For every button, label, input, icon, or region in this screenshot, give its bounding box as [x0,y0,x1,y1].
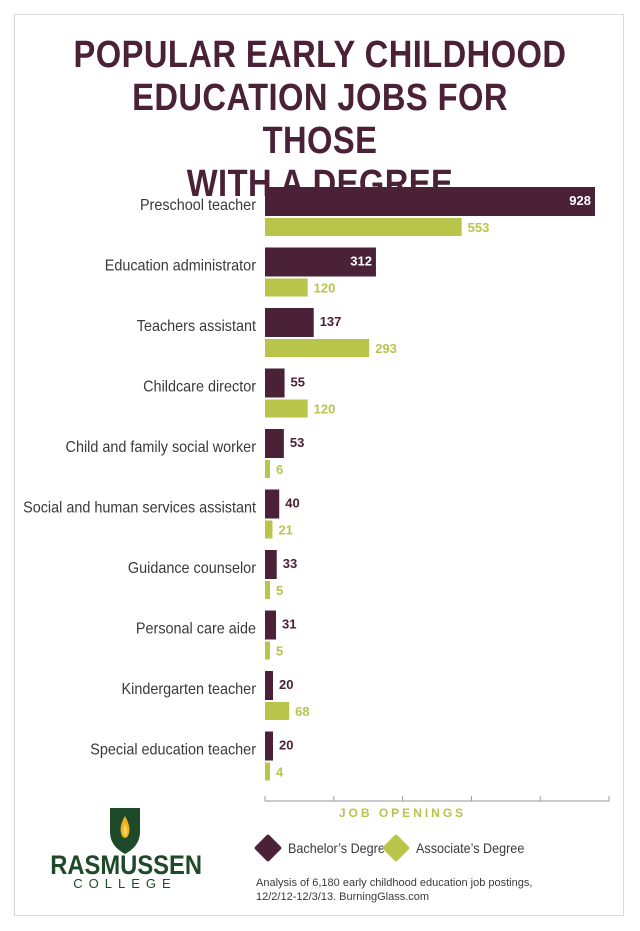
value-label-associate: 4 [276,765,284,780]
bar-associate [265,460,270,478]
value-label-associate: 120 [314,402,336,417]
value-label-associate: 5 [276,583,283,598]
value-label-bachelor: 20 [279,738,293,753]
value-label-bachelor: 137 [320,314,342,329]
bar-associate [265,641,270,660]
legend-bachelor-label: Bachelor’s Degree [288,840,392,856]
value-label-bachelor: 55 [291,375,305,390]
category-label: Education administrator [105,257,256,275]
logo-name: RASMUSSEN [50,850,203,880]
bar-associate [265,520,273,539]
bar-associate [265,399,308,418]
value-label-bachelor: 33 [283,556,297,571]
category-label: Kindergarten teacher [122,680,256,698]
bar-bachelor [265,429,284,458]
infographic-frame [14,14,624,916]
category-label: Teachers assistant [137,317,257,335]
category-label: Childcare director [143,378,256,396]
bar-bachelor [265,308,314,337]
value-label-bachelor: 928 [569,193,591,208]
value-label-bachelor: 20 [279,677,293,692]
bar-associate [265,581,270,599]
bar-bachelor [265,247,376,277]
value-label-associate: 21 [278,523,292,538]
legend-associate-swatch [381,833,411,863]
legend-associate-label: Associate’s Degree [416,840,525,856]
category-label: Preschool teacher [140,196,256,214]
source-note: Analysis of 6,180 early childhood educat… [256,877,533,903]
value-label-bachelor: 53 [290,435,304,450]
value-label-bachelor: 312 [350,254,372,269]
value-label-associate: 5 [276,644,283,659]
bar-bachelor [265,671,273,700]
bar-associate [265,762,270,781]
bar-associate [265,702,290,720]
x-axis-title: JOB OPENINGS [338,806,467,820]
bar-associate [265,339,370,357]
bar-bachelor [265,368,285,398]
category-label: Child and family social worker [66,438,256,456]
bar-bachelor [265,550,277,579]
category-label: Social and human services assistant [23,499,257,517]
legend-associate: Associate’s Degree [381,833,536,863]
chart-title: POPULAR EARLY CHILDHOOD EDUCATION JOBS F… [73,34,567,205]
value-label-associate: 6 [276,462,283,477]
bar-bachelor [265,187,595,216]
category-label: Personal care aide [136,620,256,638]
bar-associate [265,218,462,236]
bar-bachelor [265,489,280,519]
value-label-bachelor: 31 [282,617,296,632]
category-label: Special education teacher [90,741,256,759]
bar-bachelor [265,610,277,640]
value-label-bachelor: 40 [285,496,299,511]
value-label-associate: 553 [468,220,490,235]
value-label-associate: 68 [295,704,309,719]
legend-bachelor: Bachelor’s Degree [253,833,403,863]
logo-subtitle: COLLEGE [73,876,177,891]
value-label-associate: 120 [314,281,336,296]
bar-bachelor [265,731,273,761]
legend-bachelor-swatch [253,833,283,863]
value-label-associate: 293 [375,341,397,356]
category-label: Guidance counselor [128,559,256,577]
bar-associate [265,278,308,297]
rasmussen-logo-icon [110,808,140,854]
